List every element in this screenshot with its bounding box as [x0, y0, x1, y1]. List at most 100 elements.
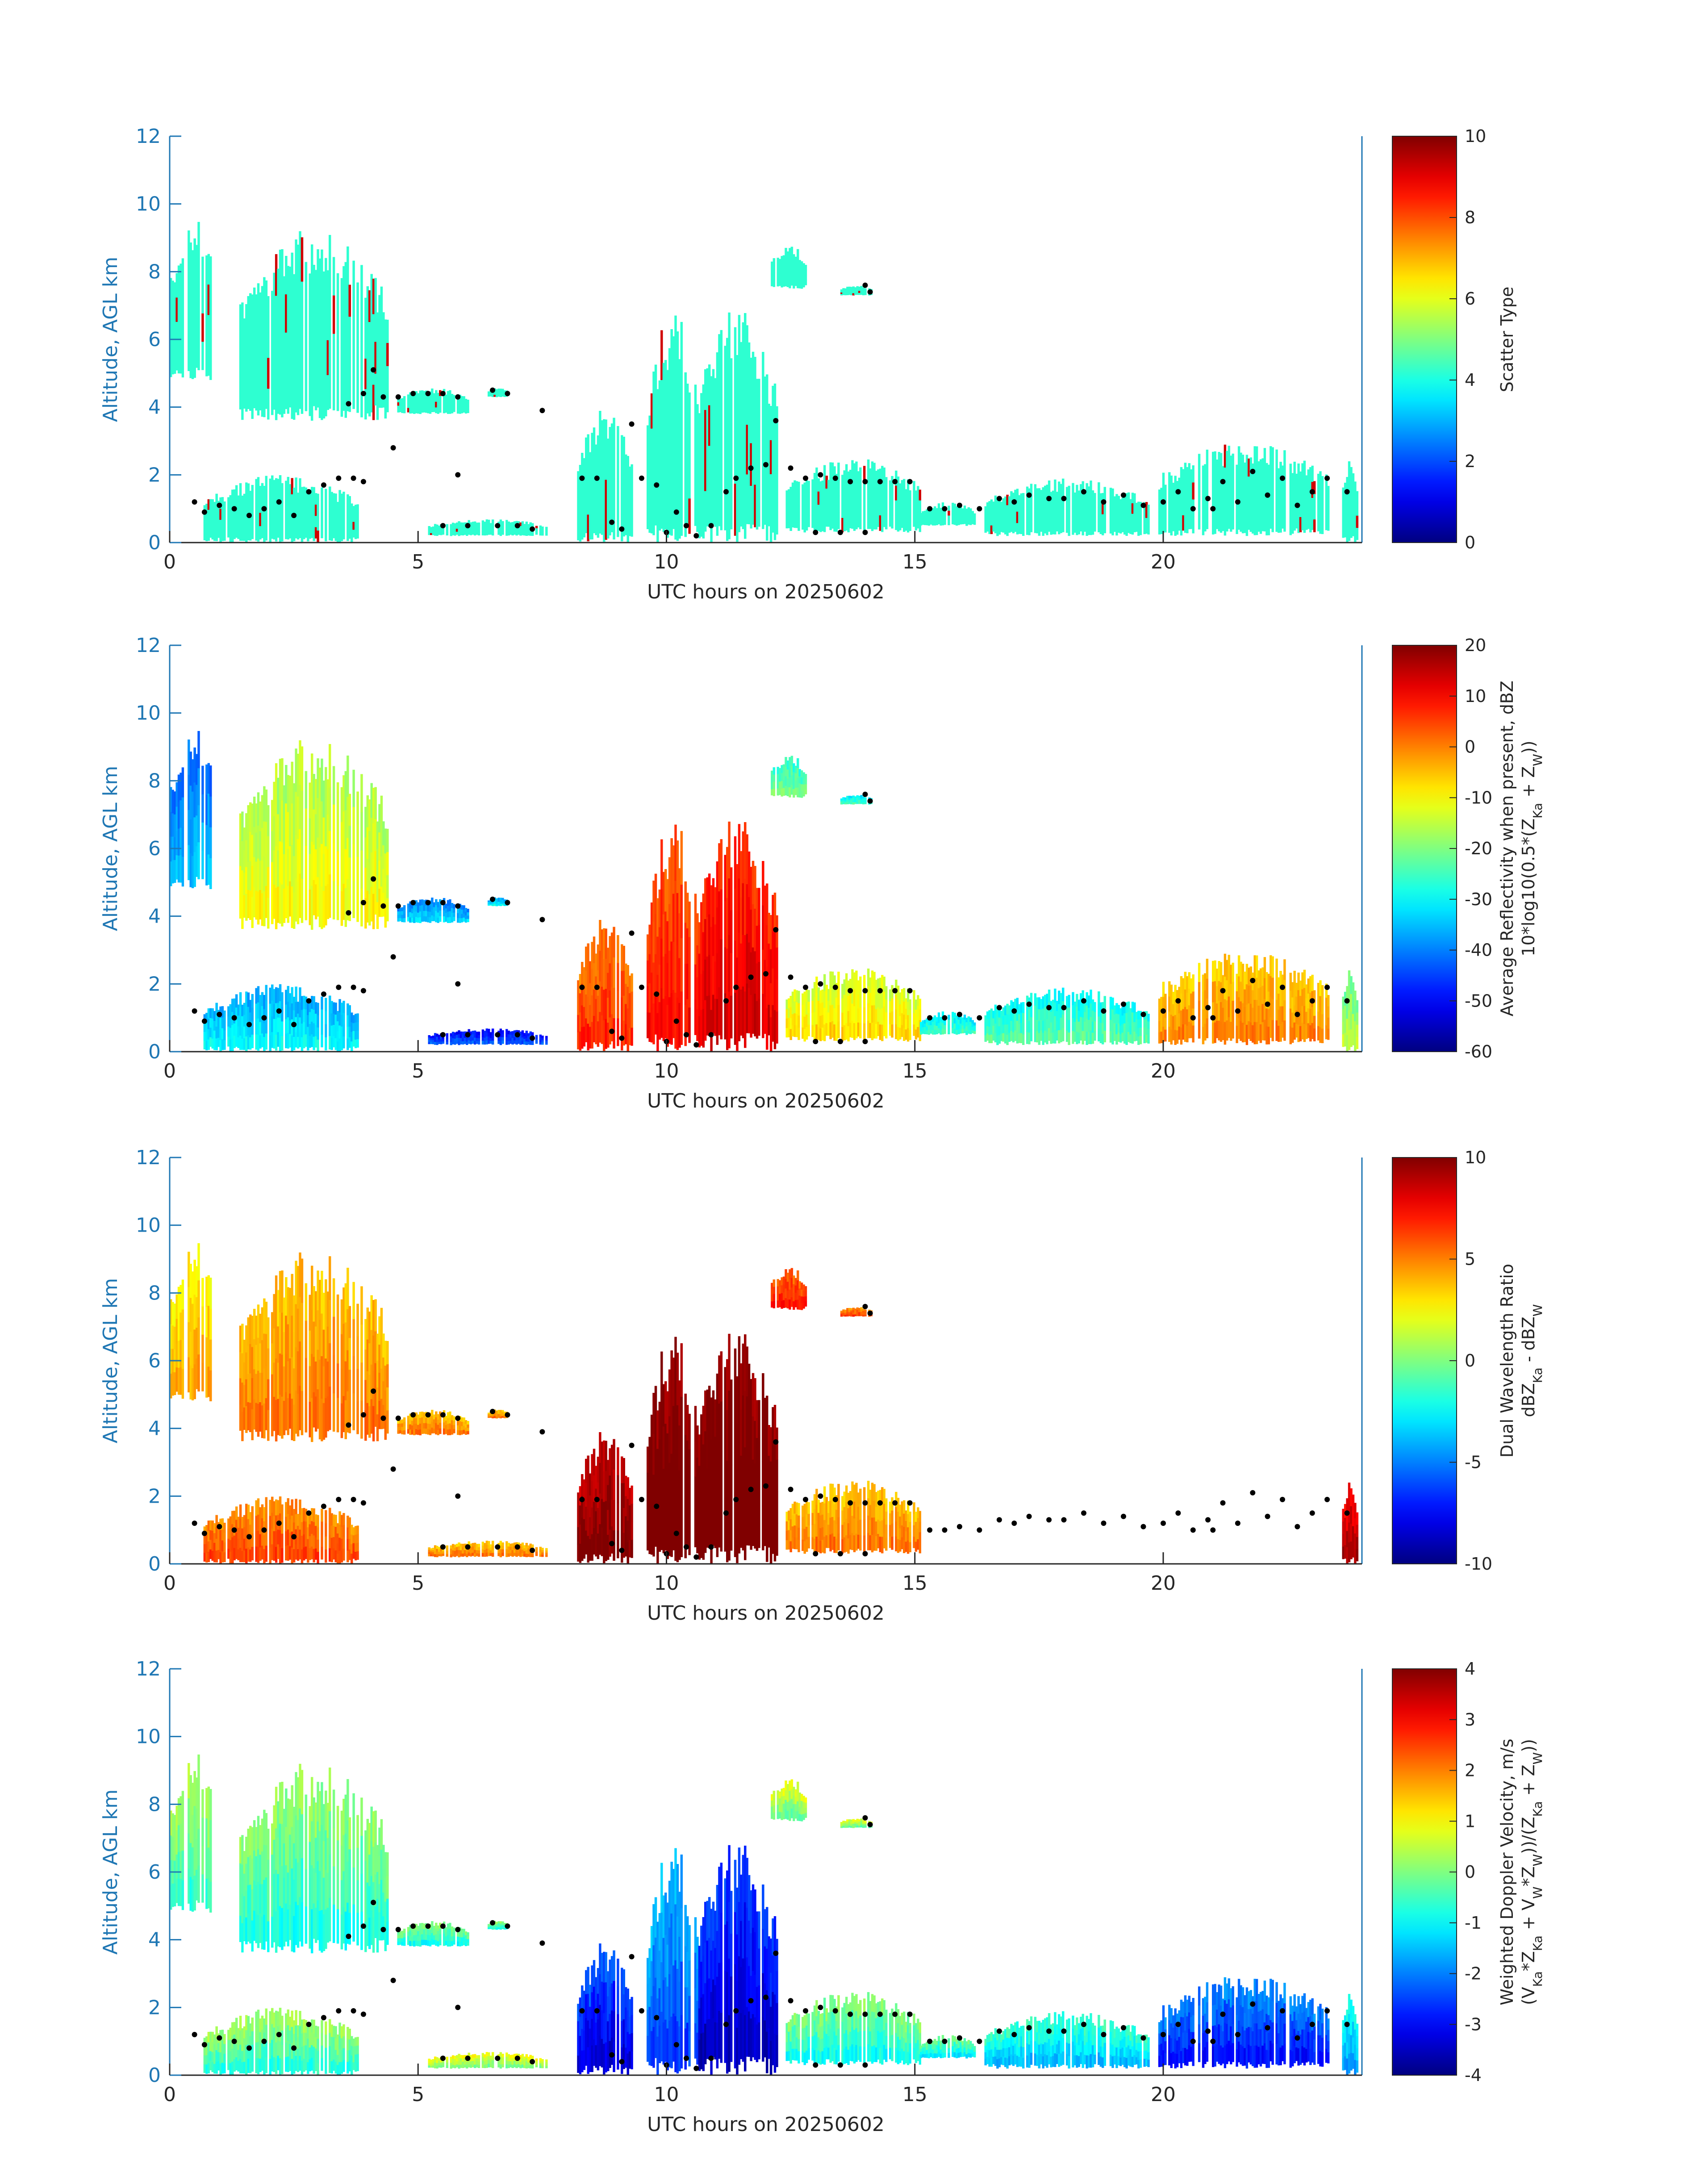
cloud-base-point: [773, 418, 779, 423]
cloud-base-point: [862, 2011, 868, 2017]
cloud-base-point: [848, 2011, 853, 2017]
cloud-base-point: [818, 472, 823, 478]
cloud-base-point: [1220, 1500, 1226, 1506]
y-axis-label: Altitude, AGL km: [99, 766, 122, 931]
y-tick-label: 4: [148, 1929, 161, 1951]
cloud-base-point: [848, 1500, 853, 1506]
cloud-base-point: [654, 991, 660, 997]
cloud-base-point: [1250, 1490, 1256, 1496]
cloud-base-point: [813, 1551, 819, 1557]
cloud-base-point: [1324, 984, 1330, 990]
cloud-base-point: [1324, 1496, 1330, 1502]
colorbar-label: Weighted Doppler Velocity, m/s: [1497, 1738, 1517, 2005]
cloud-base-point: [862, 1039, 868, 1045]
cloud-base-point: [723, 2022, 729, 2027]
cloud-base-point: [892, 479, 898, 485]
cloud-base-point: [619, 1035, 625, 1041]
cloud-base-point: [639, 475, 644, 481]
x-tick-label: 20: [1151, 551, 1176, 573]
cloud-base-point: [1190, 506, 1196, 512]
cloud-base-point: [336, 984, 342, 990]
cloud-base-point: [217, 1011, 222, 1017]
cloud-base-point: [360, 391, 366, 397]
cloud-base-point: [1250, 978, 1256, 983]
cloud-base-point: [231, 506, 237, 512]
colorbar-tick-label: 8: [1465, 208, 1475, 227]
cloud-base-point: [1175, 489, 1181, 495]
cloud-base-point: [1295, 1011, 1300, 1017]
cloud-base-point: [1081, 489, 1086, 495]
x-tick-label: 5: [412, 551, 424, 573]
cloud-base-point: [723, 1510, 729, 1516]
cloud-base-point: [1265, 2025, 1270, 2031]
cloud-base-point: [1081, 998, 1086, 1004]
cloud-base-point: [514, 2056, 520, 2061]
cloud-base-point: [733, 984, 739, 990]
cloud-base-point: [832, 984, 838, 990]
cloud-base-point: [410, 900, 416, 906]
cloud-base-point: [192, 1521, 197, 1526]
cloud-base-point: [773, 927, 779, 932]
cloud-base-point: [733, 1496, 739, 1502]
cloud-base-point: [639, 1496, 644, 1502]
x-tick-label: 15: [902, 2083, 927, 2106]
cloud-base-point: [1121, 492, 1126, 498]
cloud-base-point: [390, 1977, 396, 1983]
cloud-base-point: [291, 2045, 297, 2051]
x-tick-label: 10: [654, 1572, 679, 1595]
cloud-base-point: [1210, 1527, 1216, 1533]
panel-reflectivity: 0 2 4 6 8 10 12 0 5 10 15 20 UTC hours on 20250602 Al…: [99, 634, 1545, 1112]
cloud-base-point: [862, 1500, 868, 1506]
colorbar-tick-label: 0: [1465, 533, 1475, 552]
cloud-base-point: [594, 2008, 600, 2014]
y-tick-label: 8: [148, 1793, 161, 1816]
cloud-base-point: [360, 1500, 366, 1506]
y-tick-label: 6: [148, 328, 161, 351]
y-axis-label: Altitude, AGL km: [99, 1278, 122, 1443]
cloud-base-point: [1309, 998, 1315, 1004]
cloud-base-point: [514, 1032, 520, 1038]
cloud-base-point: [1140, 2035, 1146, 2041]
x-axis-label: UTC hours on 20250602: [647, 2113, 885, 2136]
colorbar-tick-label: 6: [1465, 289, 1475, 309]
cloud-base-point: [530, 1547, 535, 1553]
plot-area: [170, 136, 1362, 543]
cloud-base-point: [892, 2011, 898, 2017]
cloud-base-point: [848, 988, 853, 994]
cloud-base-point: [609, 519, 615, 525]
colorbar-tick-label: 4: [1465, 370, 1475, 390]
x-tick-label: 20: [1151, 1572, 1176, 1595]
cloud-base-point: [594, 984, 600, 990]
cloud-base-point: [654, 2015, 660, 2021]
cloud-base-point: [708, 1544, 714, 1550]
cloud-base-point: [1061, 2028, 1067, 2034]
cloud-base-point: [579, 984, 585, 990]
y-tick-label: 0: [148, 2064, 161, 2087]
y-tick-label: 0: [148, 531, 161, 554]
cloud-base-point: [693, 533, 699, 539]
x-tick-label: 5: [412, 2083, 424, 2106]
cloud-base-point: [673, 1018, 679, 1024]
cloud-base-point: [927, 1015, 933, 1021]
cloud-base-point: [693, 2065, 699, 2071]
cloud-base-point: [867, 289, 873, 295]
cloud-base-point: [231, 1015, 237, 1021]
cloud-base-point: [892, 1500, 898, 1506]
cloud-base-point: [455, 2005, 461, 2010]
y-axis-label: Altitude, AGL km: [99, 257, 122, 422]
cloud-base-point: [351, 1496, 356, 1502]
cloud-base-point: [306, 2022, 312, 2027]
cloud-base-point: [1121, 1001, 1126, 1007]
cloud-base-point: [336, 2008, 342, 2014]
colorbar-label: Average Reflectivity when present, dBZ: [1497, 681, 1517, 1016]
cloud-base-point: [708, 523, 714, 529]
x-axis-label: UTC hours on 20250602: [647, 1090, 885, 1112]
cloud-base-point: [455, 394, 461, 400]
cloud-base-point: [346, 910, 351, 916]
y-tick-label: 2: [148, 1485, 161, 1508]
cloud-base-point: [1046, 2028, 1052, 2034]
cloud-base-point: [684, 1544, 689, 1550]
cloud-base-point: [1011, 2032, 1017, 2037]
cloud-base-point: [440, 1544, 446, 1550]
